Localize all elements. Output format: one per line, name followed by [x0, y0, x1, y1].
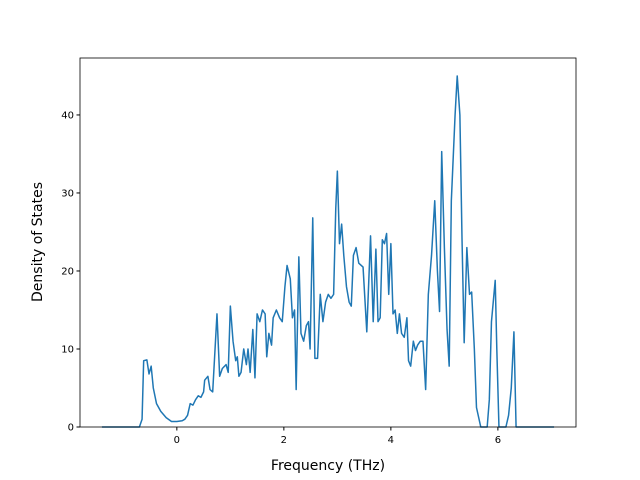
y-tick-label: 10: [61, 344, 74, 355]
x-tick-label: 2: [281, 435, 287, 446]
x-axis-label: Frequency (THz): [271, 458, 385, 474]
y-tick-label: 20: [61, 266, 74, 277]
y-tick-label: 40: [61, 110, 74, 121]
x-tick-label: 4: [388, 435, 394, 446]
y-tick-label: 0: [68, 423, 74, 434]
y-axis-label: Density of States: [30, 182, 46, 302]
line: [101, 75, 555, 428]
x-tick-label: 6: [495, 435, 501, 446]
y-tick-label: 30: [61, 188, 74, 199]
plot-frame: [79, 57, 577, 428]
x-tick-label: 0: [174, 435, 180, 446]
